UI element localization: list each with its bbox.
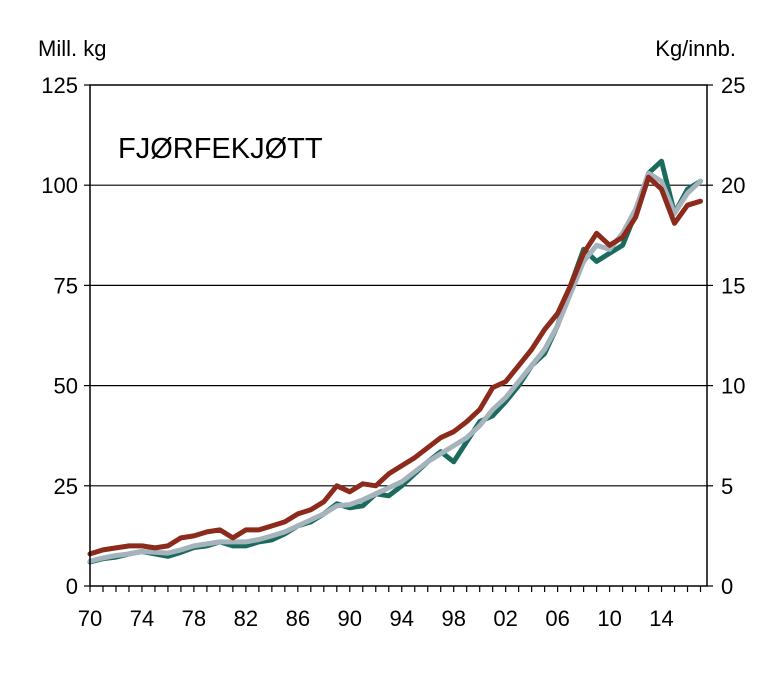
x-tick-label: 14 (649, 606, 673, 631)
chart-title: FJØRFEKJØTT (118, 133, 323, 165)
x-tick-label: 70 (78, 606, 102, 631)
left-axis-unit-label: Mill. kg (38, 36, 106, 61)
series-line-2 (87, 170, 703, 564)
x-tick-label: 10 (597, 606, 621, 631)
x-tick-label: 78 (182, 606, 206, 631)
y-right-tick-label: 20 (721, 173, 745, 198)
x-tick-label: 86 (286, 606, 310, 631)
grid-layer (90, 184, 707, 487)
series-line-3 (87, 174, 703, 557)
y-right-tick-label: 25 (721, 73, 745, 98)
y-left-tick-label: 50 (54, 374, 78, 399)
y-right-tick-label: 15 (721, 273, 745, 298)
y-left-tick-label: 0 (66, 574, 78, 599)
x-tick-label: 06 (545, 606, 569, 631)
x-tick-label: 82 (234, 606, 258, 631)
y-right-tick-label: 0 (721, 574, 733, 599)
series-layer (87, 158, 703, 565)
x-tick-label: 90 (338, 606, 362, 631)
series-line-1 (87, 158, 703, 565)
x-tick-label: 98 (441, 606, 465, 631)
y-right-tick-label: 5 (721, 474, 733, 499)
x-tick-label: 74 (130, 606, 154, 631)
y-left-tick-label: 100 (41, 173, 78, 198)
x-tick-label: 02 (493, 606, 517, 631)
right-axis-unit-label: Kg/innb. (655, 36, 736, 61)
y-left-tick-label: 125 (41, 73, 78, 98)
x-tick-label: 94 (390, 606, 414, 631)
ticks-layer: 0 0 25 5 50 10 75 15 100 20 125 25 70 74 78 82 86 90 94 98 0… (41, 73, 745, 631)
y-left-tick-label: 25 (54, 474, 78, 499)
plot-frame (89, 84, 708, 587)
y-left-tick-label: 75 (54, 273, 78, 298)
y-right-tick-label: 10 (721, 374, 745, 399)
